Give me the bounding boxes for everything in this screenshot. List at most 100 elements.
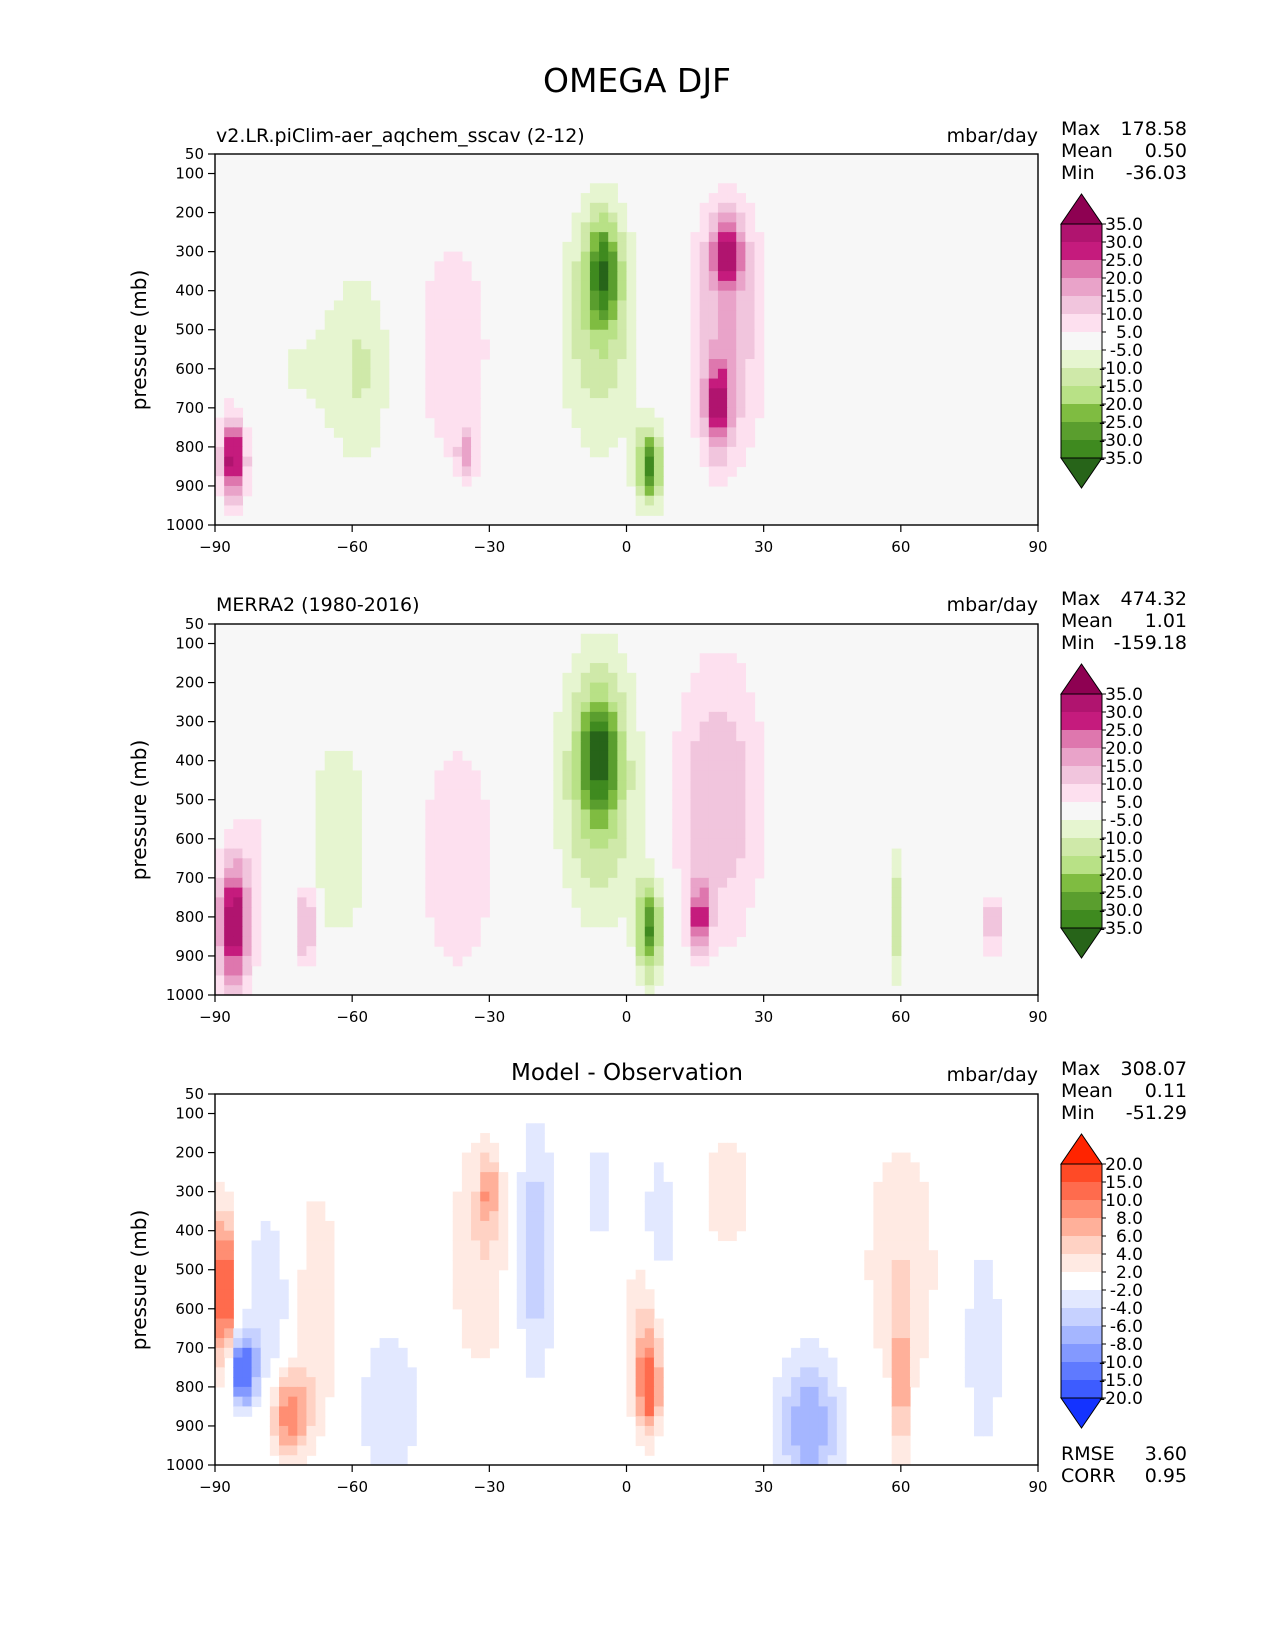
field-cell	[644, 1406, 655, 1417]
field-cell	[544, 1220, 554, 1232]
field-cell	[626, 682, 637, 693]
field-cell	[461, 359, 472, 370]
field-cell	[361, 398, 372, 409]
field-cell	[361, 427, 372, 438]
field-cell	[553, 711, 564, 723]
field-cell	[745, 829, 756, 840]
field-cell	[251, 926, 262, 938]
field-cell	[617, 300, 628, 311]
field-cell	[571, 339, 582, 350]
field-cell	[736, 310, 746, 321]
field-cell	[699, 222, 710, 233]
field-cell	[379, 339, 390, 350]
field-cell	[461, 280, 472, 292]
field-cell	[891, 1445, 902, 1456]
field-cell	[562, 241, 573, 253]
field-cell	[571, 692, 582, 703]
field-cell	[306, 1308, 317, 1320]
colorbar-extend-min	[1060, 457, 1103, 489]
field-cell	[653, 1230, 664, 1242]
field-cell	[333, 838, 344, 850]
field-cell	[617, 819, 628, 830]
field-cell	[681, 721, 692, 732]
colorbar-label: 30.0	[1105, 233, 1143, 253]
field-cell	[471, 1152, 481, 1163]
field-cell	[653, 446, 664, 458]
field-cell	[589, 300, 600, 311]
field-cell	[480, 838, 490, 850]
field-cell	[324, 916, 335, 928]
field-cell	[964, 1377, 975, 1388]
stat-rmse-label: RMSE	[1061, 1443, 1115, 1465]
field-cell	[379, 1416, 390, 1427]
x-tick-label: −60	[336, 538, 368, 556]
field-cell	[708, 653, 719, 664]
field-cell	[653, 505, 664, 516]
field-cell	[461, 760, 472, 772]
field-cell	[617, 887, 628, 898]
field-cell	[306, 1289, 317, 1300]
field-cell	[635, 1308, 646, 1320]
field-cell	[882, 1347, 893, 1359]
stat-min-label: Min	[1061, 162, 1095, 184]
field-cell	[882, 1338, 893, 1349]
field-cell	[425, 877, 436, 889]
field-cell	[571, 750, 582, 762]
field-cell	[699, 653, 710, 664]
field-cell	[891, 1220, 902, 1232]
field-cell	[809, 1377, 820, 1388]
field-cell	[736, 809, 746, 820]
field-cell	[525, 1259, 536, 1271]
field-cell	[818, 1435, 829, 1447]
field-cell	[653, 1396, 664, 1408]
field-cell	[461, 868, 472, 879]
field-cell	[535, 1279, 545, 1290]
field-cell	[727, 456, 737, 468]
field-cell	[324, 848, 335, 859]
field-cell	[626, 1279, 637, 1290]
field-cell	[525, 1142, 536, 1154]
field-cell	[461, 300, 472, 311]
field-cell	[544, 1289, 554, 1300]
x-tick-label: 90	[1028, 1478, 1047, 1496]
field-cell	[251, 946, 262, 957]
field-cell	[251, 1396, 262, 1408]
field-cell	[717, 193, 728, 204]
field-cell	[562, 672, 573, 684]
field-cell	[242, 975, 253, 986]
field-cell	[224, 1259, 234, 1271]
x-tick-label: −30	[474, 538, 506, 556]
field-cell	[754, 241, 765, 253]
field-cell	[891, 1425, 902, 1437]
field-cell	[324, 1220, 335, 1232]
field-cell	[891, 1191, 902, 1202]
field-cell	[324, 329, 335, 341]
field-cell	[489, 1240, 500, 1251]
stat-mean-label: Mean	[1061, 1080, 1113, 1102]
field-cell	[772, 1435, 783, 1447]
field-cell	[288, 1386, 298, 1398]
field-cell	[297, 1445, 308, 1456]
field-cell	[589, 222, 600, 233]
field-cell	[306, 1240, 317, 1251]
field-cell	[452, 750, 463, 762]
field-cell	[352, 789, 362, 801]
field-cell	[708, 300, 719, 311]
field-cell	[653, 1318, 664, 1329]
field-cell	[269, 1386, 280, 1398]
field-cell	[589, 280, 600, 292]
field-cell	[525, 1279, 536, 1290]
field-cell	[452, 770, 463, 781]
field-cell	[434, 877, 445, 889]
field-cell	[699, 368, 710, 380]
field-cell	[690, 741, 701, 752]
field-cell	[215, 936, 225, 947]
field-cell	[635, 417, 646, 428]
field-cell	[589, 202, 600, 214]
field-cell	[425, 329, 436, 341]
colorbar-label: -10.0	[1099, 359, 1143, 379]
field-cell	[690, 232, 701, 243]
field-cell	[489, 1328, 500, 1339]
field-cell	[333, 398, 344, 409]
field-cell	[644, 1191, 655, 1202]
